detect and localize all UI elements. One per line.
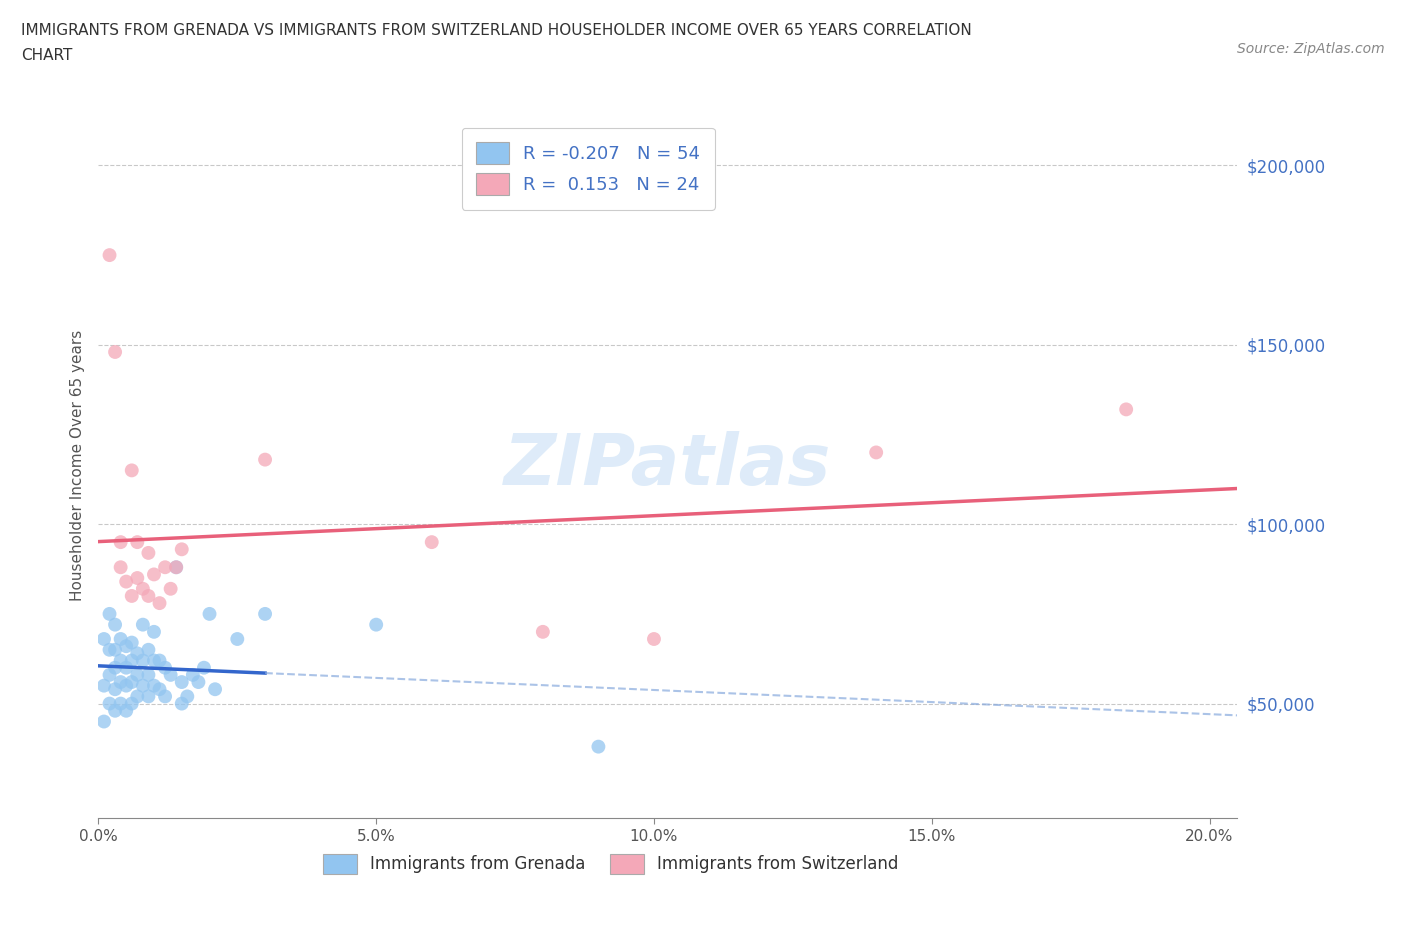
- Point: [366, 618, 388, 632]
- Point: [132, 581, 155, 596]
- Point: [98, 668, 121, 683]
- Point: [115, 678, 138, 693]
- Point: [254, 606, 277, 621]
- Point: [198, 606, 221, 621]
- Point: [98, 606, 121, 621]
- Point: [110, 653, 132, 668]
- Point: [153, 560, 176, 575]
- Legend: Immigrants from Grenada, Immigrants from Switzerland: Immigrants from Grenada, Immigrants from…: [316, 847, 905, 881]
- Y-axis label: Householder Income Over 65 years: Householder Income Over 65 years: [69, 329, 84, 601]
- Point: [143, 624, 166, 639]
- Point: [226, 631, 249, 646]
- Point: [138, 589, 160, 604]
- Point: [104, 682, 127, 697]
- Point: [121, 589, 143, 604]
- Point: [148, 682, 170, 697]
- Point: [121, 463, 143, 478]
- Point: [98, 247, 121, 262]
- Point: [132, 653, 155, 668]
- Point: [588, 739, 610, 754]
- Point: [127, 571, 149, 586]
- Point: [121, 653, 143, 668]
- Point: [159, 581, 181, 596]
- Point: [138, 689, 160, 704]
- Point: [420, 535, 443, 550]
- Point: [132, 618, 155, 632]
- Point: [176, 689, 198, 704]
- Point: [170, 542, 193, 557]
- Point: [165, 560, 187, 575]
- Point: [643, 631, 665, 646]
- Point: [138, 643, 160, 658]
- Point: [115, 639, 138, 654]
- Point: [127, 535, 149, 550]
- Point: [115, 703, 138, 718]
- Text: ZIPatlas: ZIPatlas: [505, 431, 831, 499]
- Point: [132, 678, 155, 693]
- Point: [104, 344, 127, 359]
- Point: [98, 697, 121, 711]
- Point: [110, 560, 132, 575]
- Point: [121, 674, 143, 689]
- Point: [193, 660, 215, 675]
- Point: [110, 631, 132, 646]
- Point: [127, 668, 149, 683]
- Point: [170, 697, 193, 711]
- Point: [153, 689, 176, 704]
- Text: Source: ZipAtlas.com: Source: ZipAtlas.com: [1237, 42, 1385, 56]
- Point: [121, 635, 143, 650]
- Point: [204, 682, 226, 697]
- Point: [148, 596, 170, 611]
- Point: [104, 703, 127, 718]
- Point: [104, 660, 127, 675]
- Point: [865, 445, 887, 459]
- Point: [110, 535, 132, 550]
- Point: [93, 631, 115, 646]
- Point: [104, 618, 127, 632]
- Point: [143, 678, 166, 693]
- Point: [138, 668, 160, 683]
- Point: [165, 560, 187, 575]
- Text: CHART: CHART: [21, 48, 73, 63]
- Point: [143, 653, 166, 668]
- Point: [254, 452, 277, 467]
- Point: [153, 660, 176, 675]
- Point: [98, 643, 121, 658]
- Point: [170, 674, 193, 689]
- Point: [138, 546, 160, 561]
- Point: [121, 697, 143, 711]
- Point: [148, 653, 170, 668]
- Point: [127, 689, 149, 704]
- Point: [187, 674, 209, 689]
- Point: [110, 674, 132, 689]
- Point: [93, 678, 115, 693]
- Text: IMMIGRANTS FROM GRENADA VS IMMIGRANTS FROM SWITZERLAND HOUSEHOLDER INCOME OVER 6: IMMIGRANTS FROM GRENADA VS IMMIGRANTS FR…: [21, 23, 972, 38]
- Point: [115, 660, 138, 675]
- Point: [93, 714, 115, 729]
- Point: [159, 668, 181, 683]
- Point: [181, 668, 204, 683]
- Point: [104, 643, 127, 658]
- Point: [110, 697, 132, 711]
- Point: [531, 624, 554, 639]
- Point: [115, 574, 138, 589]
- Point: [1115, 402, 1137, 417]
- Point: [143, 567, 166, 582]
- Point: [127, 646, 149, 661]
